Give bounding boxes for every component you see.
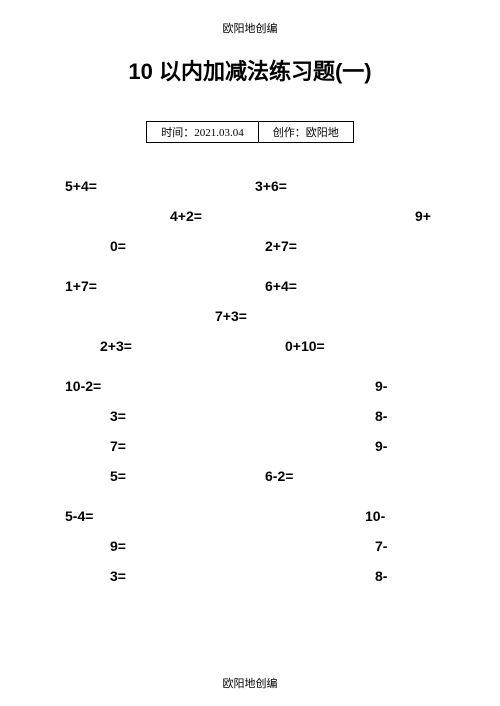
author-value: 欧阳地 [306, 127, 339, 139]
problem-item: 9+ [415, 208, 431, 224]
problem-item: 3= [110, 568, 126, 584]
problem-item: 5-4= [65, 508, 93, 524]
problem-item: 4+2= [170, 208, 202, 224]
problem-item: 5= [110, 468, 126, 484]
problem-item: 7- [375, 538, 387, 554]
problem-item: 10- [365, 508, 385, 524]
problem-item: 9- [375, 438, 387, 454]
problem-item: 7= [110, 438, 126, 454]
time-value: 2021.03.04 [194, 127, 244, 139]
info-table: 时间：2021.03.04 创作：欧阳地 [146, 121, 354, 143]
page-title: 10 以内加减法练习题(一) [35, 54, 465, 86]
problem-item: 7+3= [215, 308, 247, 324]
problem-item: 2+3= [100, 338, 132, 354]
time-label: 时间： [161, 127, 194, 139]
problem-item: 8- [375, 568, 387, 584]
problem-item: 6+4= [265, 278, 297, 294]
problem-item: 10-2= [65, 378, 101, 394]
problem-item: 1+7= [65, 278, 97, 294]
author-label: 创作： [273, 127, 306, 139]
problem-item: 8- [375, 408, 387, 424]
time-cell: 时间：2021.03.04 [147, 122, 259, 143]
problems-area: 5+4= 3+6= 4+2= 9+ 0= 2+7= 1+7= 6+4= 7+3= 2+3= 0+10… [35, 178, 465, 658]
problem-item: 2+7= [265, 238, 297, 254]
problem-item: 3= [110, 408, 126, 424]
problem-item: 5+4= [65, 178, 97, 194]
problem-item: 3+6= [255, 178, 287, 194]
problem-item: 6-2= [265, 468, 293, 484]
problem-item: 9- [375, 378, 387, 394]
author-cell: 创作：欧阳地 [258, 122, 353, 143]
problem-item: 0= [110, 238, 126, 254]
header-text: 欧阳地创编 [35, 20, 465, 36]
footer-text: 欧阳地创编 [0, 675, 500, 691]
problem-item: 0+10= [285, 338, 325, 354]
problem-item: 9= [110, 538, 126, 554]
